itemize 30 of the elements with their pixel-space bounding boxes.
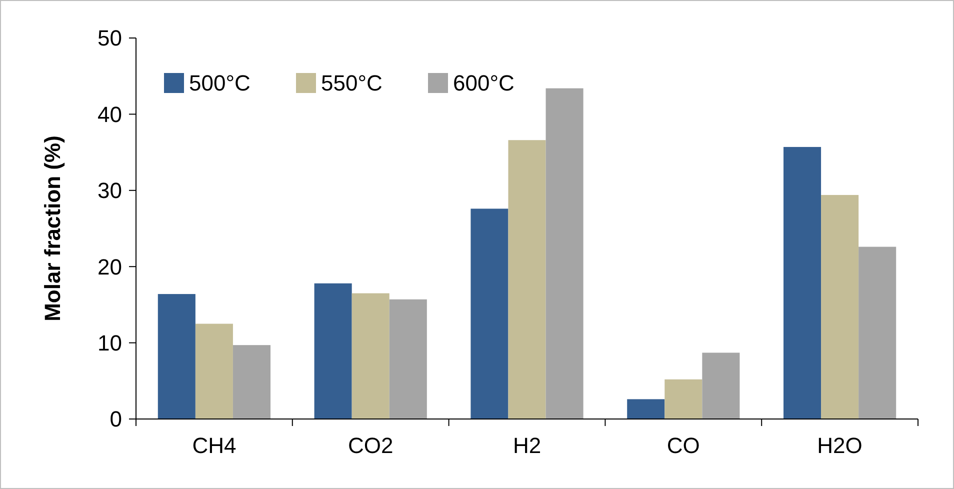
bar [508,140,546,419]
y-tick-label: 20 [98,254,122,280]
bar [389,299,427,419]
bar [195,324,233,419]
bar [821,194,859,419]
bar [314,283,352,419]
bar [546,88,584,419]
x-tick-label: H2 [512,433,542,458]
bar [664,379,702,419]
legend-label: 600°C [453,70,515,96]
bar [858,246,896,419]
y-axis-title: Molar fraction (%) [40,136,65,322]
x-tick-label: CH4 [192,433,236,458]
bar [232,345,271,419]
bar [783,146,822,419]
x-tick-label: H2O [817,433,862,458]
y-tick-label: 30 [98,178,122,204]
y-tick-label: 0 [110,406,122,432]
bar [470,208,508,419]
bar [627,399,665,419]
y-tick-label: 40 [98,102,122,127]
bar [352,293,390,419]
legend-label: 500°C [189,70,251,96]
x-tick-label: CO [666,433,700,458]
bar [158,294,196,419]
y-tick-label: 10 [98,330,122,356]
legend-label: 550°C [321,70,383,96]
bar [702,352,740,419]
y-tick-label: 50 [98,26,122,51]
x-tick-label: CO2 [348,433,394,458]
